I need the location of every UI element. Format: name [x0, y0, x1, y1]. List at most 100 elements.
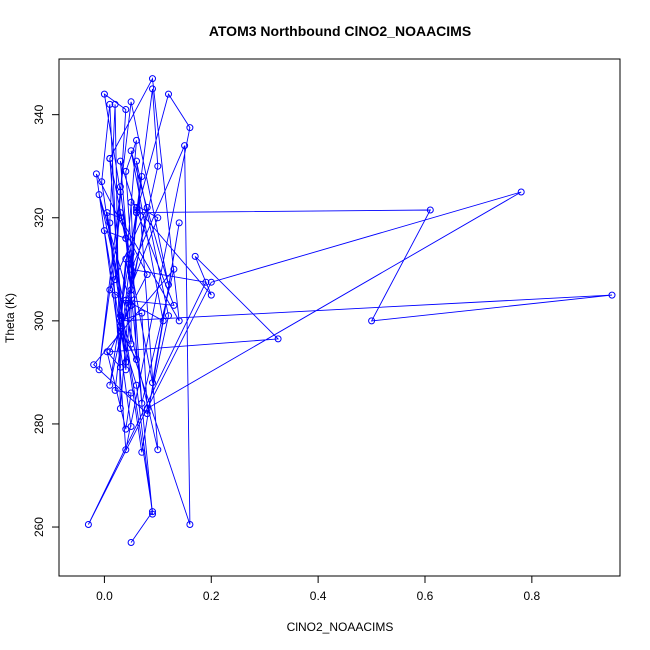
data-point [116, 363, 124, 371]
data-point [122, 167, 130, 175]
data-point [127, 423, 135, 430]
data-point [274, 335, 282, 343]
y-tick-label: 260 [32, 517, 46, 537]
x-tick-label: 0.6 [417, 589, 434, 603]
data-point [170, 301, 178, 309]
data-point [181, 142, 189, 150]
data-point [175, 317, 183, 325]
data-point [170, 265, 178, 273]
data-point [133, 206, 140, 214]
data-point [143, 204, 151, 211]
data-point [116, 214, 124, 222]
data-point [165, 90, 172, 98]
series-line [87, 77, 613, 543]
data-point [127, 286, 135, 294]
data-point [116, 317, 124, 325]
data-point [116, 327, 124, 335]
data-point [84, 521, 92, 528]
data-point [149, 508, 156, 516]
data-point [116, 209, 124, 217]
data-point [368, 317, 376, 325]
data-point [127, 198, 135, 206]
y-tick-label: 340 [32, 104, 46, 124]
data-point [154, 214, 162, 222]
data-point [122, 446, 130, 454]
data-point [517, 188, 525, 196]
data-point [143, 271, 151, 278]
data-point [186, 521, 194, 528]
y-axis-label: Theta (K) [3, 293, 17, 343]
x-axis: 0.0 0.2 0.4 0.6 0.8 [96, 576, 541, 603]
data-point [98, 178, 106, 186]
data-point [116, 183, 124, 191]
data-point [127, 291, 135, 299]
data-point [608, 291, 616, 299]
data-point [116, 157, 124, 165]
data-point [127, 301, 135, 309]
data-point [127, 260, 135, 268]
data-point [127, 389, 135, 397]
data-point [127, 539, 135, 546]
data-point [133, 136, 140, 144]
data-point [165, 281, 172, 289]
data-point [106, 155, 114, 162]
data-point [159, 317, 167, 325]
data-point [111, 100, 119, 108]
data-point [103, 348, 111, 356]
x-tick-label: 0.2 [203, 589, 220, 603]
data-point [207, 291, 215, 299]
data-point [149, 379, 156, 387]
data-point [103, 209, 111, 217]
data-point [426, 206, 434, 214]
y-tick-label: 280 [32, 414, 46, 434]
x-axis-label: ClNO2_NOAACIMS [287, 620, 394, 634]
data-point [116, 312, 124, 320]
y-tick-label: 320 [32, 207, 46, 227]
y-axis: 260 280 300 320 340 [32, 104, 59, 537]
data-point [154, 446, 162, 454]
data-point [138, 309, 146, 317]
data-point [149, 85, 156, 93]
data-point [207, 278, 215, 286]
data-point [122, 358, 130, 366]
data-point [111, 386, 119, 394]
data-point [133, 157, 140, 165]
x-tick-label: 0.0 [96, 589, 113, 603]
data-point [175, 219, 183, 227]
data-point [116, 405, 124, 412]
data-point [127, 98, 135, 106]
data-point [90, 361, 98, 369]
y-tick-label: 300 [32, 311, 46, 331]
data-point [122, 296, 130, 304]
plot-frame [58, 58, 621, 577]
data-point [122, 366, 130, 374]
x-tick-label: 0.8 [523, 589, 540, 603]
data-point [149, 75, 156, 83]
data-point [106, 348, 114, 356]
data-point [95, 191, 103, 199]
x-tick-label: 0.4 [310, 589, 327, 603]
data-point [127, 250, 135, 258]
data-point [122, 106, 130, 113]
data-point [106, 381, 114, 389]
data-point [133, 381, 140, 389]
data-point [95, 366, 103, 374]
chart-title: ATOM3 Northbound ClNO2_NOAACIMS [209, 23, 471, 39]
data-point [138, 173, 146, 180]
data-point [186, 124, 194, 132]
data-point [116, 322, 124, 330]
data-point [122, 234, 130, 242]
data-point [111, 291, 119, 299]
data-point [127, 265, 135, 273]
data-point [143, 405, 151, 412]
data-point [106, 100, 114, 108]
data-point [165, 312, 172, 320]
data-point [143, 410, 151, 418]
data-point [106, 219, 114, 227]
data-point [154, 162, 162, 170]
data-point [111, 276, 119, 284]
data-point [133, 356, 140, 363]
data-point [133, 209, 140, 217]
data-point [138, 448, 146, 456]
data-point [106, 286, 114, 294]
